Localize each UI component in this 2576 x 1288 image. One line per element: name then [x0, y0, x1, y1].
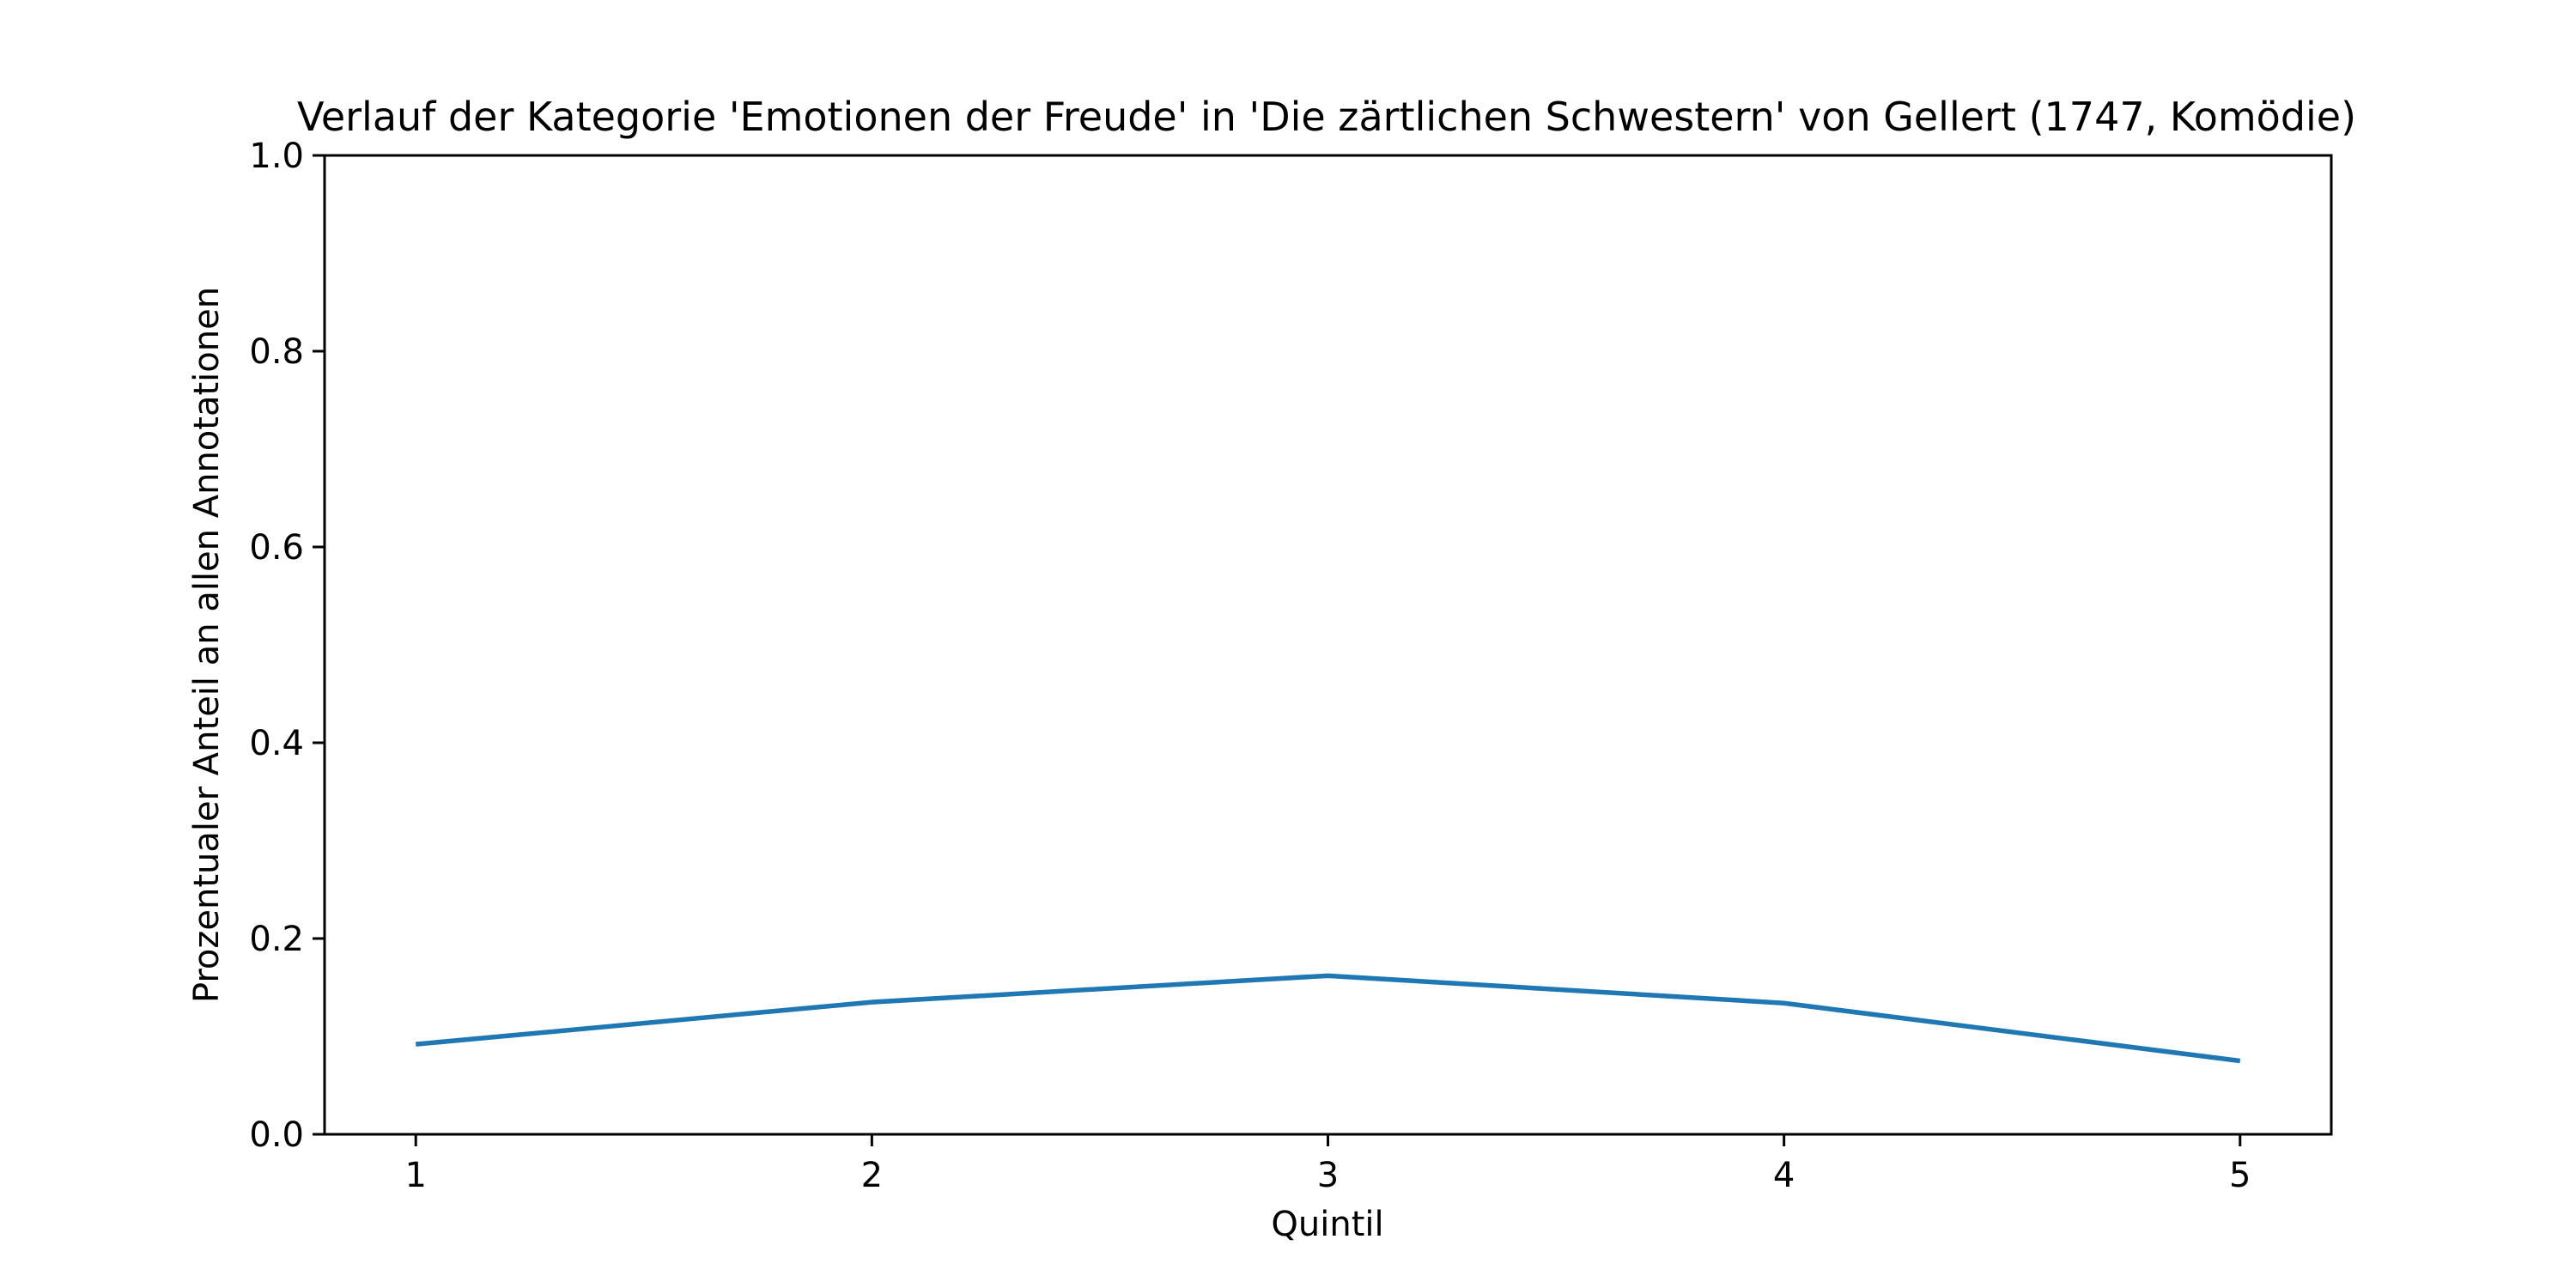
y-tick-label: 0.4 [249, 724, 304, 763]
plot-area: 0.0 0.2 0.4 0.6 0.8 1.0 1 2 3 4 5 [249, 137, 2333, 1195]
y-tick-label: 0.8 [249, 332, 304, 372]
series-line-0 [415, 973, 2241, 1064]
x-tick-label: 5 [2229, 1156, 2251, 1195]
x-tick-label: 2 [861, 1156, 883, 1195]
y-tick-label: 0.2 [249, 920, 304, 959]
x-axis-ticks: 1 2 3 4 5 [405, 1134, 2251, 1195]
x-tick-label: 4 [1773, 1156, 1795, 1195]
x-tick-label: 1 [405, 1156, 427, 1195]
y-axis-label: Prozentualer Anteil an allen Annotatione… [187, 287, 227, 1003]
x-axis-label: Quintil [1271, 1205, 1383, 1244]
axes-frame [323, 154, 2333, 1136]
y-tick-label: 1.0 [249, 137, 304, 176]
series-layer [415, 973, 2241, 1064]
x-tick-label: 3 [1317, 1156, 1339, 1195]
y-axis-ticks: 0.0 0.2 0.4 0.6 0.8 1.0 [249, 137, 325, 1155]
y-tick-label: 0.0 [249, 1115, 304, 1155]
chart-title: Verlauf der Kategorie 'Emotionen der Fre… [297, 94, 2356, 140]
y-tick-label: 0.6 [249, 528, 304, 568]
